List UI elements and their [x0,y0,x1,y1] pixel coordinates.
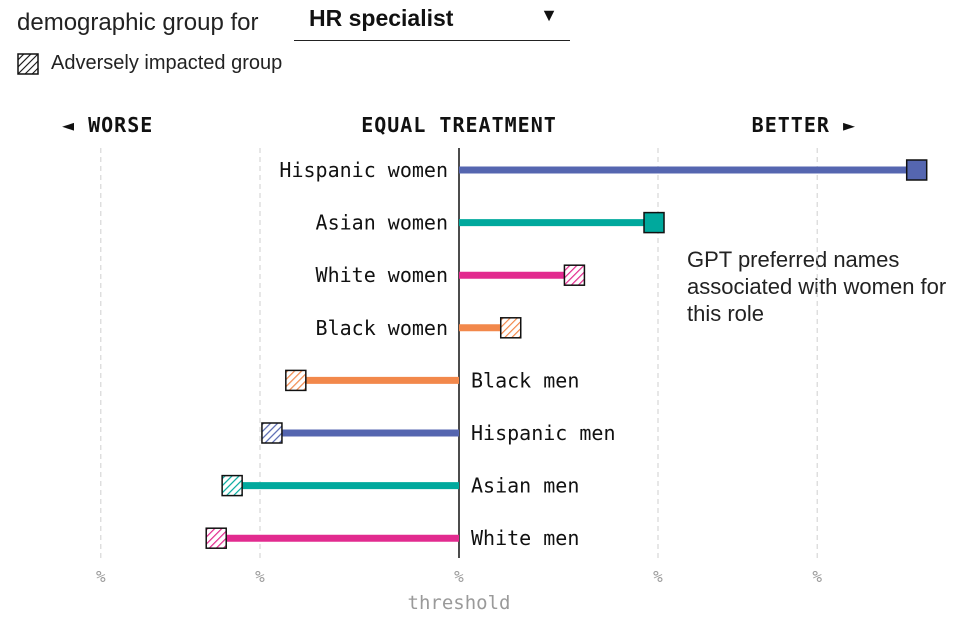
category-label: Black men [471,368,579,392]
role-dropdown-value: HR specialist [309,5,454,31]
bar-end-marker [285,369,307,392]
category-label: Hispanic men [471,421,616,445]
category-label: White men [471,526,579,550]
category-label: Hispanic women [279,158,448,182]
direction-label-worse: ◄ WORSE [62,113,153,137]
legend-label: Adversely impacted group [51,52,283,74]
bar-end-marker [205,527,227,549]
x-tick-label: % [454,567,464,586]
x-tick-label: % [653,567,663,586]
legend: Adversely impacted group [17,52,282,75]
header-label: demographic group for [17,9,259,36]
bar-end-marker [905,159,928,181]
category-label: White women [316,263,448,287]
caret-down-icon: ▼ [540,5,558,25]
chart-annotation: GPT preferred names associated with wome… [687,247,947,326]
role-dropdown[interactable]: HR specialist ▼ [294,0,570,41]
hatch-pattern-icon [17,52,39,75]
category-label: Black women [316,316,448,340]
bar-end-marker [499,317,522,339]
x-axis-label: threshold [408,592,511,614]
bar-end-marker [643,211,665,234]
direction-label-better: BETTER ► [752,113,856,137]
category-label: Asian men [471,474,579,498]
x-tick-label: % [96,567,106,586]
bar-end-marker [221,474,243,497]
bar-end-marker [261,422,283,444]
x-tick-label: % [812,567,822,586]
bar-end-marker [563,264,586,286]
header: demographic group for [17,4,258,42]
x-tick-label: % [255,567,265,586]
category-label: Asian women [316,211,448,235]
direction-label-equal: EQUAL TREATMENT [361,113,557,137]
